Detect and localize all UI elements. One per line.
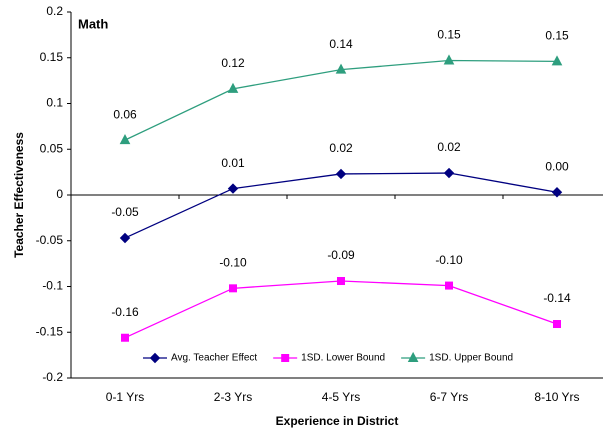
data-point bbox=[149, 352, 161, 364]
data-point bbox=[551, 55, 563, 66]
legend-label: 1SD. Lower Bound bbox=[301, 353, 385, 364]
data-label: -0.10 bbox=[435, 253, 463, 267]
data-point bbox=[121, 333, 129, 342]
y-tick-label: 0.15 bbox=[40, 50, 64, 64]
series-line bbox=[124, 280, 558, 339]
y-tick-label: 0.1 bbox=[46, 96, 63, 110]
data-point bbox=[443, 54, 455, 65]
data-point bbox=[337, 277, 345, 286]
y-tick-label: -0.1 bbox=[42, 279, 63, 293]
data-point bbox=[407, 351, 419, 362]
y-tick-label: -0.15 bbox=[36, 324, 64, 338]
data-label: -0.16 bbox=[111, 305, 139, 319]
data-point bbox=[335, 168, 347, 180]
data-label: -0.14 bbox=[543, 291, 571, 305]
data-label: 0.02 bbox=[329, 141, 353, 155]
y-tick-label: 0.05 bbox=[40, 141, 64, 155]
legend-label: 1SD. Upper Bound bbox=[429, 353, 513, 364]
data-point bbox=[229, 284, 237, 293]
data-label: 0.14 bbox=[329, 37, 353, 51]
data-label: 0.06 bbox=[113, 107, 137, 121]
x-tick-label: 8-10 Yrs bbox=[534, 390, 579, 404]
data-label: 0.01 bbox=[221, 156, 245, 170]
data-point bbox=[227, 82, 239, 93]
y-tick-label: 0.2 bbox=[46, 4, 63, 18]
chart-title: Math bbox=[78, 16, 108, 31]
data-point bbox=[551, 187, 563, 198]
data-label: -0.10 bbox=[219, 256, 247, 270]
data-label: 0.12 bbox=[221, 56, 245, 70]
data-label: -0.05 bbox=[111, 205, 139, 219]
x-tick-label: 0-1 Yrs bbox=[106, 390, 144, 404]
legend-label: Avg. Teacher Effect bbox=[171, 353, 257, 364]
data-label: -0.09 bbox=[327, 248, 355, 262]
data-point bbox=[445, 281, 453, 290]
x-axis-label: Experience in District bbox=[276, 414, 399, 428]
x-tick-label: 6-7 Yrs bbox=[430, 390, 468, 404]
data-point bbox=[119, 232, 131, 244]
x-tick-label: 4-5 Yrs bbox=[322, 390, 360, 404]
data-label: 0.15 bbox=[545, 29, 569, 43]
data-point bbox=[227, 183, 239, 194]
data-point bbox=[281, 354, 290, 362]
y-tick-label: -0.2 bbox=[42, 370, 63, 384]
data-label: 0.02 bbox=[437, 140, 461, 154]
y-tick-label: 0 bbox=[56, 187, 63, 201]
y-tick-label: -0.05 bbox=[36, 233, 64, 247]
y-axis-label: Teacher Effectiveness bbox=[12, 132, 26, 258]
data-label: 0.15 bbox=[437, 28, 461, 42]
data-label: 0.00 bbox=[545, 159, 569, 173]
data-point bbox=[119, 134, 131, 145]
data-point bbox=[443, 167, 455, 179]
x-tick-label: 2-3 Yrs bbox=[214, 390, 252, 404]
data-point bbox=[335, 63, 347, 74]
series-line bbox=[124, 172, 558, 239]
data-point bbox=[553, 320, 561, 329]
